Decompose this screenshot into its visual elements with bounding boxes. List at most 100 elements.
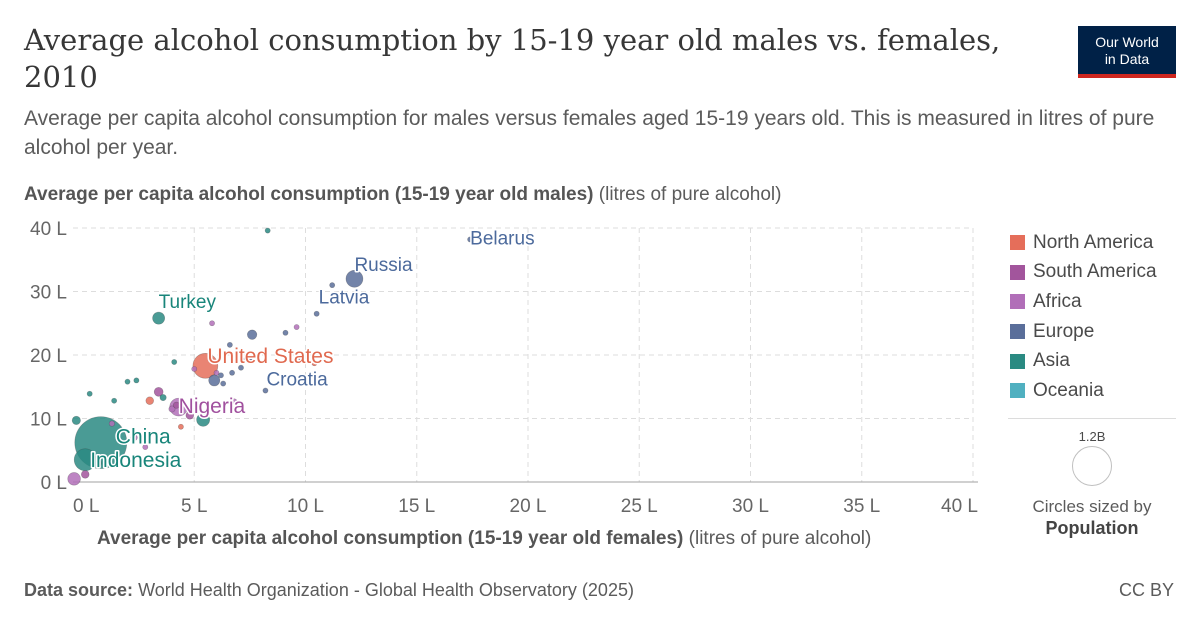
data-point: [231, 398, 238, 405]
x-tick-label: 30 L: [732, 496, 769, 517]
data-point: [213, 369, 220, 376]
size-legend-text: Circles sized by: [1032, 497, 1152, 516]
data-source-label: Data source:: [24, 580, 134, 600]
point-united-states: [192, 353, 219, 379]
data-point: [111, 397, 118, 404]
data-point: [81, 470, 90, 479]
point-label-turkey: Turkey: [159, 292, 217, 313]
logo-line-1: Our World: [1095, 34, 1159, 50]
data-point: [91, 457, 102, 469]
x-tick-label: 10 L: [287, 496, 324, 517]
x-tick-label: 20 L: [510, 496, 547, 517]
data-point: [293, 324, 300, 330]
x-axis-title-bold: Average per capita alcohol consumption (…: [97, 528, 684, 549]
data-point: [247, 329, 258, 340]
legend-swatch-oceania: [1010, 383, 1025, 399]
chart-subtitle: Average per capita alcohol consumption f…: [24, 107, 1155, 159]
legend-item-europe[interactable]: Europe: [1010, 317, 1157, 347]
y-tick-label: 0 L: [41, 473, 67, 494]
point-belarus: [467, 236, 474, 243]
data-point: [229, 369, 235, 376]
data-point: [108, 420, 115, 427]
chart-title: Average alcohol consumption by 15-19 yea…: [24, 23, 1001, 94]
data-point: [142, 444, 149, 450]
size-legend-circle: [1072, 446, 1112, 486]
legend-item-asia[interactable]: Asia: [1010, 346, 1157, 376]
data-point: [218, 372, 224, 379]
point-label-china: China: [116, 426, 171, 449]
size-legend: 1.2B Circles sized by Population: [1008, 425, 1176, 539]
data-point: [226, 341, 233, 348]
legend-label-oceania: Oceania: [1033, 379, 1104, 401]
data-point: [171, 359, 178, 365]
data-point: [67, 472, 81, 486]
point-label-belarus: Belarus: [470, 228, 534, 249]
legend-swatch-south-america: [1010, 264, 1025, 280]
data-point: [86, 390, 93, 397]
data-point: [311, 360, 318, 367]
data-point: [71, 415, 81, 425]
data-point: [249, 356, 255, 363]
data-point: [159, 394, 167, 402]
y-axis-title-unit: (litres of pure alcohol): [598, 184, 782, 205]
data-point: [124, 378, 131, 385]
x-tick-label: 35 L: [843, 496, 880, 517]
data-point: [264, 227, 271, 234]
legend-divider: [1008, 418, 1176, 419]
data-point: [137, 437, 144, 444]
y-axis-title-bold: Average per capita alcohol consumption (…: [24, 184, 594, 205]
legend-swatch-africa: [1010, 294, 1025, 310]
legend-swatch-asia: [1010, 353, 1025, 369]
license-link[interactable]: CC BY: [1118, 580, 1174, 600]
legend-label-south-america: South America: [1033, 261, 1157, 283]
y-tick-label: 30 L: [30, 283, 67, 304]
x-tick-label: 0 L: [73, 496, 99, 517]
y-tick-label: 40 L: [30, 219, 67, 240]
point-label-nigeria: Nigeria: [179, 395, 246, 418]
data-source: Data source: World Health Organization -…: [24, 580, 634, 601]
x-tick-label: 5 L: [181, 496, 207, 517]
legend-item-north-america[interactable]: North America: [1010, 228, 1157, 258]
data-point: [153, 387, 164, 397]
data-point: [168, 405, 176, 413]
data-point: [133, 377, 140, 384]
y-tick-label: 10 L: [30, 410, 67, 431]
legend-item-africa[interactable]: Africa: [1010, 287, 1157, 317]
point-label-indonesia: Indonesia: [90, 449, 181, 472]
data-point: [282, 329, 289, 336]
size-legend-variable: Population: [1045, 518, 1139, 538]
point-latvia: [313, 310, 320, 317]
x-tick-label: 25 L: [621, 496, 658, 517]
data-point: [145, 396, 154, 405]
data-point: [220, 380, 227, 387]
x-tick-label: 40 L: [941, 496, 978, 517]
data-point: [130, 434, 138, 442]
data-point: [172, 401, 180, 409]
owid-logo[interactable]: Our World in Data: [1078, 26, 1176, 78]
x-axis-title: Average per capita alcohol consumption (…: [97, 528, 871, 550]
point-russia: [345, 270, 364, 288]
y-axis-title: Average per capita alcohol consumption (…: [24, 184, 781, 206]
point-label-latvia: Latvia: [319, 288, 370, 309]
point-label-russia: Russia: [354, 255, 413, 276]
data-point: [209, 320, 215, 327]
point-label-croatia: Croatia: [266, 370, 328, 391]
data-point: [298, 355, 304, 362]
point-label-united-states: United States: [207, 345, 333, 368]
x-tick-label: 15 L: [398, 496, 435, 517]
legend-label-north-america: North America: [1033, 231, 1154, 253]
legend-label-asia: Asia: [1033, 350, 1070, 372]
color-legend: North America South America Africa Europ…: [1010, 228, 1157, 406]
data-point: [238, 364, 244, 371]
legend-label-europe: Europe: [1033, 320, 1095, 342]
data-point: [242, 357, 249, 363]
y-tick-label: 20 L: [30, 346, 67, 367]
data-point: [196, 412, 210, 427]
data-point: [177, 423, 184, 430]
data-point: [329, 282, 336, 289]
legend-swatch-north-america: [1010, 235, 1025, 251]
data-point: [185, 411, 194, 420]
legend-item-south-america[interactable]: South America: [1010, 258, 1157, 288]
legend-item-oceania[interactable]: Oceania: [1010, 376, 1157, 406]
